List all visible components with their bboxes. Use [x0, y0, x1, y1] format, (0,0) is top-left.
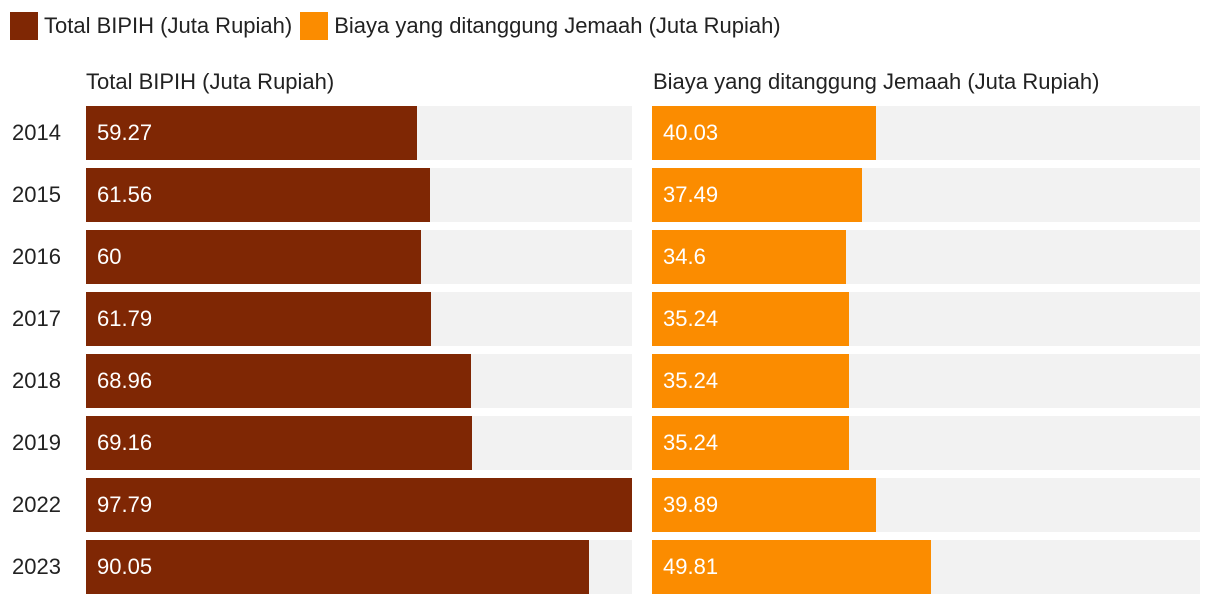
year-label: 2017: [12, 306, 61, 331]
bar-track: 37.49: [652, 168, 1200, 222]
bar: [652, 478, 876, 532]
bar: [652, 540, 931, 594]
bar-track: 40.03: [652, 106, 1200, 160]
bar-value-label: 40.03: [663, 120, 719, 145]
bar: [86, 106, 417, 160]
bar-track: 34.6: [652, 230, 1200, 284]
legend: Total BIPIH (Juta Rupiah) Biaya yang dit…: [10, 12, 789, 40]
year-label: 2019: [12, 430, 61, 455]
bar: [652, 354, 849, 408]
legend-swatch-jemaah-cost: [300, 12, 329, 40]
bar-value-label: 35.24: [663, 430, 719, 455]
bar-track: 35.24: [652, 292, 1200, 346]
bar-value-label: 34.6: [663, 244, 706, 269]
bar-value-label: 61.79: [97, 306, 153, 331]
bar-track: 39.89: [652, 478, 1200, 532]
bar-track: 60: [86, 230, 632, 284]
bar-track: 35.24: [652, 416, 1200, 470]
bar-track: 97.79: [86, 478, 632, 532]
year-label: 2018: [12, 368, 61, 393]
bar-value-label: 37.49: [663, 182, 719, 207]
bar: [86, 540, 589, 594]
bar-value-label: 39.89: [663, 492, 719, 517]
bar-track: 90.05: [86, 540, 632, 594]
panel-title-jemaah-cost: Biaya yang ditanggung Jemaah (Juta Rupia…: [653, 69, 1100, 94]
year-label: 2023: [12, 554, 61, 579]
legend-label-jemaah-cost: Biaya yang ditanggung Jemaah (Juta Rupia…: [334, 13, 781, 38]
bar-track: 49.81: [652, 540, 1200, 594]
legend-swatch-total-bipih: [10, 12, 38, 40]
bar-track: 61.56: [86, 168, 632, 222]
bar: [86, 416, 472, 470]
bar-value-label: 69.16: [97, 430, 153, 455]
year-label: 2014: [12, 120, 61, 145]
bar: [652, 230, 846, 284]
bar-value-label: 49.81: [663, 554, 719, 579]
bar: [86, 230, 421, 284]
legend-item-total-bipih: Total BIPIH (Juta Rupiah): [10, 12, 292, 40]
bar: [652, 416, 849, 470]
bar-value-label: 97.79: [97, 492, 153, 517]
bar-value-label: 61.56: [97, 182, 153, 207]
bar-value-label: 35.24: [663, 368, 719, 393]
bar-track: 59.27: [86, 106, 632, 160]
bar-track: 35.24: [652, 354, 1200, 408]
bar-value-label: 68.96: [97, 368, 153, 393]
bar-value-label: 90.05: [97, 554, 153, 579]
bar: [86, 354, 471, 408]
bar-value-label: 60: [97, 244, 122, 269]
bar: [652, 106, 876, 160]
year-label: 2015: [12, 182, 61, 207]
legend-item-jemaah-cost: Biaya yang ditanggung Jemaah (Juta Rupia…: [300, 12, 781, 40]
bar-value-label: 35.24: [663, 306, 719, 331]
bar: [652, 168, 862, 222]
legend-label-total-bipih: Total BIPIH (Juta Rupiah): [44, 13, 293, 38]
bar-track: 69.16: [86, 416, 632, 470]
bar-track: 68.96: [86, 354, 632, 408]
bar-track: 61.79: [86, 292, 632, 346]
bar: [86, 292, 431, 346]
year-label: 2016: [12, 244, 61, 269]
bar-value-label: 59.27: [97, 120, 153, 145]
panel-title-total-bipih: Total BIPIH (Juta Rupiah): [86, 69, 335, 94]
bar: [86, 478, 632, 532]
year-label: 2022: [12, 492, 61, 517]
bar: [86, 168, 430, 222]
bar: [652, 292, 849, 346]
